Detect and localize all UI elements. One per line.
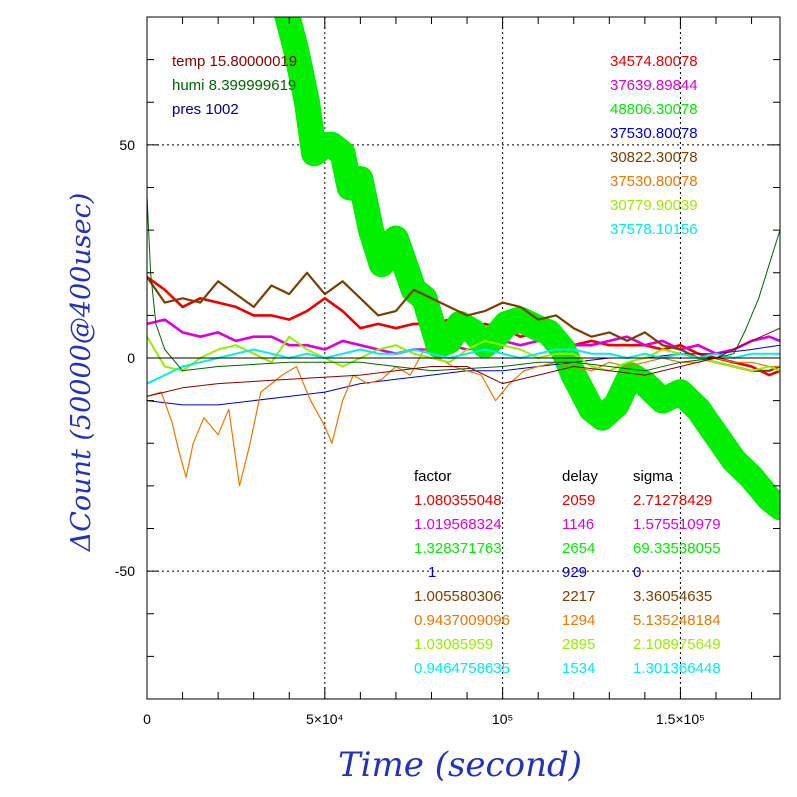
environment-legend: temp 15.80000019 humi 8.399999619 pres 100… <box>172 53 297 118</box>
table-sigma: 1.301366448 <box>633 660 721 677</box>
series-mean-value: 30779.90039 <box>610 197 698 214</box>
table-factor: 1 <box>428 564 436 581</box>
series-line <box>147 271 780 372</box>
series-mean-value: 37530.80078 <box>610 173 698 190</box>
series-line <box>147 195 780 372</box>
table-delay: 2059 <box>562 492 595 509</box>
env-legend-entry: temp 15.80000019 <box>172 53 297 70</box>
table-sigma: 2.108975649 <box>633 636 721 653</box>
table-sigma: 3.36054635 <box>633 588 712 605</box>
table-factor: 1.328371763 <box>414 540 502 557</box>
x-tick-label: 10⁵ <box>492 711 513 727</box>
series-mean-value: 48806.30078 <box>610 101 698 118</box>
table-factor: 1.080355048 <box>414 492 502 509</box>
x-axis-label: Time (second) <box>338 745 582 785</box>
env-legend-entry: humi 8.399999619 <box>172 77 296 94</box>
series-line <box>147 348 780 487</box>
series-mean-value: 37639.89844 <box>610 77 698 94</box>
env-legend-entry: pres 1002 <box>172 101 239 118</box>
series-line <box>274 17 780 521</box>
series-line <box>147 327 780 397</box>
table-delay: 1294 <box>562 612 595 629</box>
series-mean-value: 34574.80078 <box>610 53 698 70</box>
series-mean-value: 37578.10156 <box>610 221 698 238</box>
y-tick-label: -50 <box>115 563 135 579</box>
table-sigma: 0 <box>633 564 641 581</box>
axis-ticks: 0 5×10⁴ 10⁵ 1.5×10⁵ 50 0 -50 <box>115 17 780 727</box>
table-factor: 1.03085959 <box>414 636 493 653</box>
table-sigma: 69.33538055 <box>633 540 721 557</box>
x-tick-label: 0 <box>143 711 151 727</box>
table-header: factor <box>414 468 452 485</box>
y-axis-label: ΔCount (50000@400usec) <box>66 193 97 552</box>
x-tick-label: 5×10⁴ <box>306 711 344 727</box>
y-tick-label: 50 <box>119 137 135 153</box>
table-delay: 929 <box>562 564 587 581</box>
series-layer <box>147 17 780 521</box>
table-factor: 1.019568324 <box>414 516 502 533</box>
series-mean-legend: 34574.80078 37639.89844 48806.30078 37530.8… <box>610 53 698 238</box>
table-factor: 0.9464758635 <box>414 660 510 677</box>
table-header: delay <box>562 468 598 485</box>
table-delay: 1534 <box>562 660 595 677</box>
table-delay: 2895 <box>562 636 595 653</box>
table-sigma: 1.575510979 <box>633 516 721 533</box>
series-parameter-table: factor delay sigma 1.080355048 2059 2.7127842… <box>414 468 721 677</box>
table-factor: 0.9437009096 <box>414 612 510 629</box>
table-header: sigma <box>633 468 674 485</box>
table-factor: 1.005580306 <box>414 588 502 605</box>
series-mean-value: 30822.30078 <box>610 149 698 166</box>
table-delay: 2654 <box>562 540 595 557</box>
table-delay: 1146 <box>562 516 594 533</box>
y-tick-label: 0 <box>127 350 135 366</box>
table-sigma: 5.135248184 <box>633 612 721 629</box>
series-mean-value: 37530.80078 <box>610 125 698 142</box>
series-line <box>147 348 780 385</box>
table-sigma: 2.71278429 <box>633 492 712 509</box>
table-delay: 2217 <box>562 588 595 605</box>
x-tick-label: 1.5×10⁵ <box>656 711 705 727</box>
